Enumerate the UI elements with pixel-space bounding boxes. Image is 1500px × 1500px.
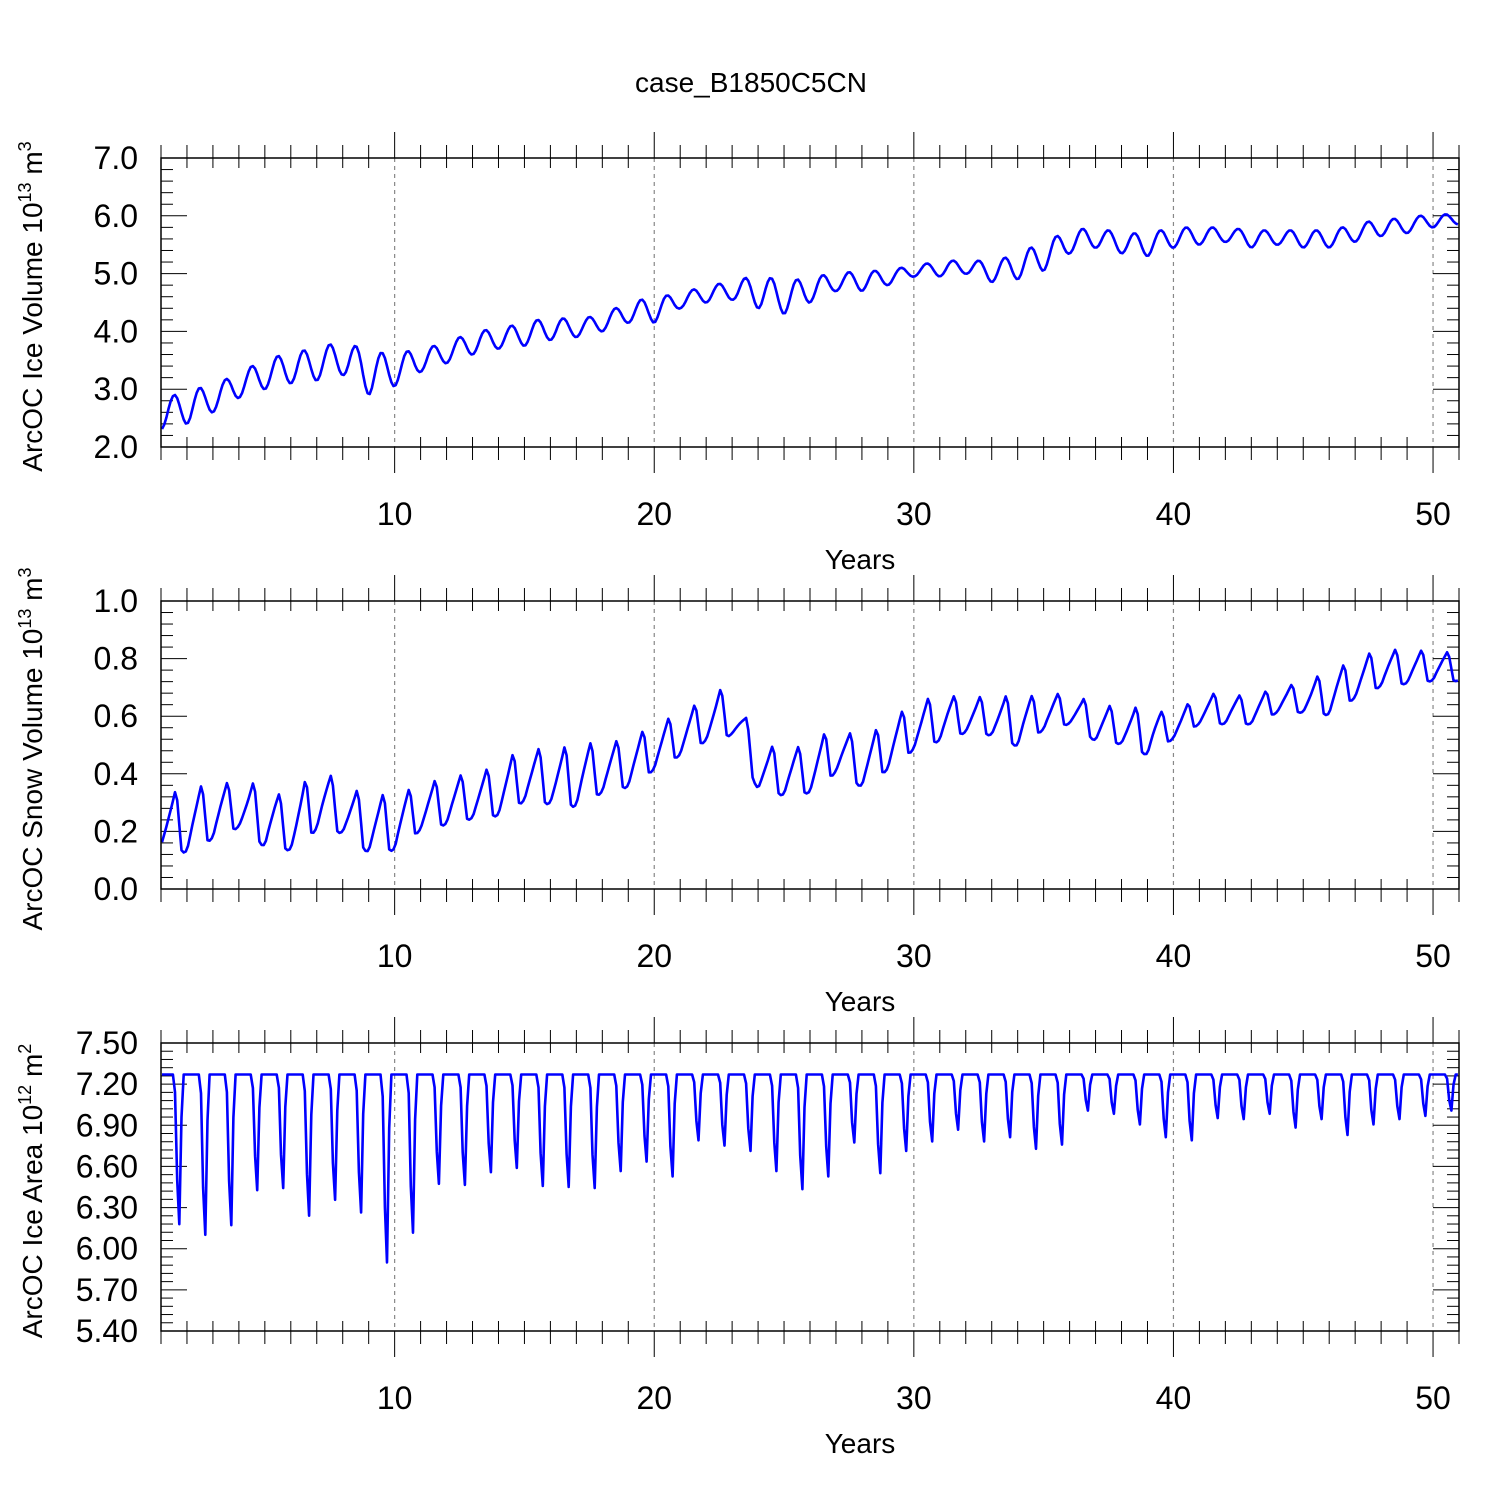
ice-volume-y-tick-label: 6.0 — [94, 198, 138, 234]
snow-volume-ticks — [160, 575, 1460, 915]
ice-area-series-line — [162, 1073, 1458, 1264]
snow-volume-x-tick-label: 30 — [896, 938, 932, 974]
ice-volume-x-tick-label: 40 — [1156, 496, 1192, 532]
ice-volume-frame — [160, 157, 1460, 448]
snow-volume-x-tick-label: 50 — [1415, 938, 1451, 974]
ice-area-y-tick-label: 7.20 — [76, 1066, 138, 1102]
ice-volume-y-tick-label: 2.0 — [94, 429, 138, 465]
ice-volume-y-tick-label: 4.0 — [94, 313, 138, 349]
ice-volume-x-tick-label: 20 — [636, 496, 672, 532]
ice-volume-y-axis-label: ArcOC Ice Volume 1013 m3 — [15, 141, 48, 471]
ice-area-ticks — [160, 1017, 1460, 1357]
snow-volume-frame — [160, 600, 1460, 890]
snow-volume-x-tick-label: 20 — [636, 938, 672, 974]
snow-volume-y-tick-label: 0.2 — [94, 813, 138, 849]
ice-area-x-tick-label: 10 — [377, 1380, 413, 1416]
ice-volume-tick-labels: 10 20 30 40 50 2.0 3.0 4.0 5.0 6.0 7.0 — [94, 140, 1451, 532]
ice-volume-series — [160, 213, 1459, 430]
ice-volume-x-tick-label: 50 — [1415, 496, 1451, 532]
snow-volume-x-tick-label: 10 — [377, 938, 413, 974]
ice-area-frame — [160, 1042, 1460, 1332]
ice-area-series — [162, 1073, 1458, 1264]
ice-area-x-tick-label: 30 — [896, 1380, 932, 1416]
figure-title: case_B1850C5CN — [635, 67, 867, 98]
snow-volume-panel: 10 20 30 40 50 0.0 0.2 0.4 0.6 0.8 1.0 Years ArcOC… — [15, 567, 1460, 1017]
snow-volume-y-tick-label: 0.6 — [94, 698, 138, 734]
ice-volume-x-tick-label: 30 — [896, 496, 932, 532]
ice-area-y-tick-label: 5.40 — [76, 1313, 138, 1349]
snow-volume-x-axis-label: Years — [825, 986, 896, 1017]
ice-area-y-tick-label: 6.90 — [76, 1107, 138, 1143]
snow-volume-y-tick-label: 1.0 — [94, 583, 138, 619]
snow-volume-y-tick-label: 0.0 — [94, 871, 138, 907]
ice-area-x-tick-label: 50 — [1415, 1380, 1451, 1416]
ice-area-tick-labels: 10 20 30 40 50 5.40 5.70 6.00 6.30 6.60 6.90 7.20 7.… — [76, 1025, 1451, 1416]
ice-volume-series-line — [160, 213, 1459, 430]
ice-volume-grid — [394, 158, 1434, 447]
ice-area-x-axis-label: Years — [825, 1428, 896, 1459]
snow-volume-x-tick-label: 40 — [1156, 938, 1192, 974]
ice-volume-x-axis-label: Years — [825, 544, 896, 575]
ice-area-y-tick-label: 7.50 — [76, 1025, 138, 1061]
ice-volume-x-tick-label: 10 — [377, 496, 413, 532]
ice-volume-y-tick-label: 3.0 — [94, 371, 138, 407]
ice-area-y-tick-label: 6.60 — [76, 1148, 138, 1184]
ice-area-x-tick-label: 20 — [636, 1380, 672, 1416]
snow-volume-series-line — [160, 648, 1459, 854]
ice-area-panel: 10 20 30 40 50 5.40 5.70 6.00 6.30 6.60 6.90 7.20 7.… — [15, 1017, 1460, 1459]
ice-area-y-tick-label: 6.30 — [76, 1190, 138, 1226]
ice-volume-y-tick-label: 5.0 — [94, 256, 138, 292]
snow-volume-y-tick-label: 0.4 — [94, 756, 138, 792]
snow-volume-grid — [394, 601, 1434, 889]
ice-area-y-tick-label: 6.00 — [76, 1231, 138, 1267]
ice-volume-y-tick-label: 7.0 — [94, 140, 138, 176]
ice-area-x-tick-label: 40 — [1156, 1380, 1192, 1416]
snow-volume-tick-labels: 10 20 30 40 50 0.0 0.2 0.4 0.6 0.8 1.0 — [94, 583, 1451, 974]
snow-volume-y-tick-label: 0.8 — [94, 641, 138, 677]
ice-area-grid — [394, 1043, 1434, 1331]
snow-volume-y-axis-label: ArcOC Snow Volume 1013 m3 — [15, 567, 48, 930]
ice-area-y-tick-label: 5.70 — [76, 1272, 138, 1308]
ice-area-y-axis-label: ArcOC Ice Area 1012 m2 — [15, 1044, 48, 1339]
ice-volume-panel: 10 20 30 40 50 2.0 3.0 4.0 5.0 6.0 7.0 Years ArcOC… — [15, 132, 1460, 575]
snow-volume-series — [160, 648, 1459, 854]
